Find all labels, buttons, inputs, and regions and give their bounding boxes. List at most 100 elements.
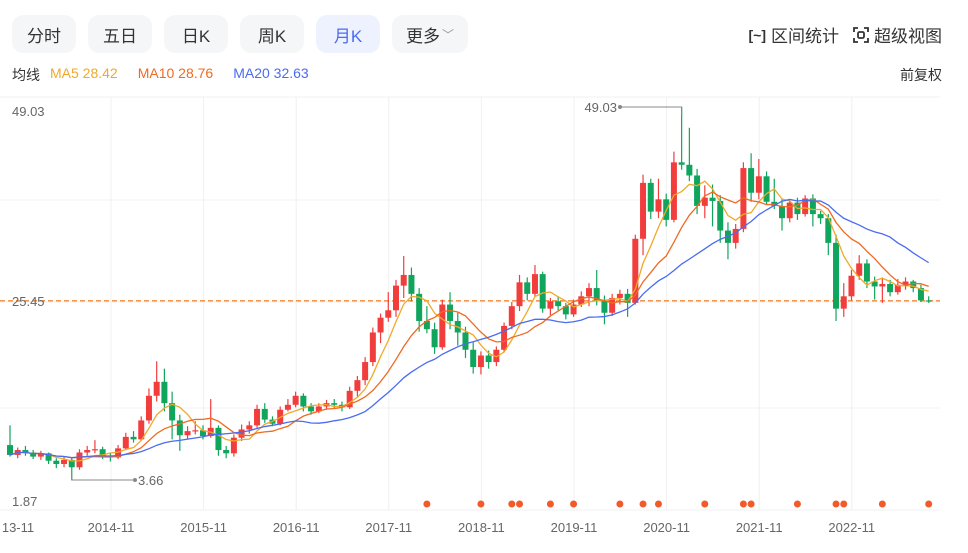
tab-monthly-k[interactable]: 月K bbox=[316, 15, 380, 53]
candle-body bbox=[138, 420, 145, 440]
candle-body bbox=[161, 381, 168, 404]
event-marker-dot bbox=[477, 500, 485, 508]
candle-body bbox=[501, 325, 508, 350]
candle-body bbox=[300, 395, 307, 407]
candle-body bbox=[184, 431, 191, 436]
candle-body bbox=[385, 310, 392, 318]
candle-body bbox=[68, 459, 75, 468]
tab-weekly-k[interactable]: 周K bbox=[240, 15, 304, 53]
super-view-button[interactable]: 超级视图 bbox=[853, 22, 942, 47]
event-marker-dot bbox=[654, 500, 662, 508]
event-marker-dot bbox=[747, 500, 755, 508]
candle-body bbox=[871, 281, 878, 287]
event-marker-dot bbox=[423, 500, 431, 508]
candle-body bbox=[524, 282, 531, 294]
candle-body bbox=[30, 452, 37, 457]
candle-body bbox=[624, 293, 631, 303]
event-marker-dot bbox=[840, 500, 848, 508]
candle-body bbox=[516, 282, 523, 307]
candle-body bbox=[261, 408, 268, 420]
ma10-value: MA10 28.76 bbox=[137, 65, 214, 81]
ma5-line bbox=[9, 180, 929, 462]
candle-body bbox=[292, 395, 299, 405]
candle-body bbox=[601, 300, 608, 313]
candle-body bbox=[771, 201, 778, 206]
candle-body bbox=[277, 409, 284, 424]
x-tick-label: 2020-11 bbox=[643, 520, 690, 535]
candle-body bbox=[416, 293, 423, 321]
candle-body bbox=[99, 449, 106, 456]
x-tick-label: 2016-11 bbox=[273, 520, 320, 535]
candle-body bbox=[84, 450, 91, 453]
candle-body bbox=[809, 198, 816, 215]
candle-body bbox=[315, 406, 322, 412]
x-tick-label: 2021-11 bbox=[736, 520, 783, 535]
candle-body bbox=[308, 406, 315, 412]
candle-body bbox=[122, 436, 129, 449]
candle-body bbox=[887, 283, 894, 293]
candle-body bbox=[686, 164, 693, 176]
candle-body bbox=[393, 285, 399, 311]
candle-body bbox=[45, 453, 52, 461]
candle-body bbox=[802, 198, 809, 215]
candle-body bbox=[408, 274, 415, 294]
candle-body bbox=[694, 175, 701, 206]
candle-body bbox=[678, 162, 685, 165]
range-stats-label: 区间统计 bbox=[771, 27, 839, 46]
candle-body bbox=[91, 449, 98, 451]
candle-body bbox=[169, 403, 176, 421]
candle-body bbox=[894, 284, 901, 293]
candle-body bbox=[593, 288, 600, 301]
candle-body bbox=[400, 274, 407, 286]
candle-body bbox=[362, 362, 369, 381]
ma-legend: 均线 MA5 28.42 MA10 28.76 MA20 32.63 bbox=[12, 65, 309, 85]
candle-body bbox=[346, 390, 353, 408]
candle-body bbox=[863, 263, 870, 282]
candle-body bbox=[578, 296, 585, 305]
candle-body bbox=[539, 274, 546, 309]
candle-body bbox=[477, 355, 484, 367]
candle-body bbox=[508, 306, 515, 326]
candle-body bbox=[647, 182, 654, 212]
x-tick-label: 2015-11 bbox=[180, 520, 227, 535]
candle-body bbox=[230, 437, 237, 454]
candle-body bbox=[37, 453, 44, 457]
focus-frame-icon bbox=[853, 26, 869, 43]
tab-intraday[interactable]: 分时 bbox=[12, 15, 76, 53]
candle-body bbox=[153, 381, 160, 396]
candle-body bbox=[856, 263, 863, 276]
candle-body bbox=[840, 296, 847, 309]
candle-body bbox=[786, 202, 793, 219]
candle-body bbox=[562, 306, 569, 315]
ma5-value: MA5 28.42 bbox=[50, 65, 118, 81]
candle-body bbox=[817, 214, 824, 219]
candle-body bbox=[115, 448, 122, 458]
min-marker-label: 3.66 bbox=[138, 473, 163, 488]
candle-body bbox=[701, 197, 708, 206]
tab-daily-k[interactable]: 日K bbox=[164, 15, 228, 53]
price-adjust-toggle[interactable]: 前复权 bbox=[900, 67, 942, 83]
max-marker-line bbox=[620, 106, 683, 115]
candle-body bbox=[284, 404, 291, 410]
candle-body bbox=[879, 283, 886, 287]
candle-body bbox=[130, 436, 137, 440]
x-tick-label: 2022-11 bbox=[828, 520, 875, 535]
tab-more[interactable]: 更多 ﹀ bbox=[392, 15, 469, 53]
candle-body bbox=[254, 408, 261, 426]
tab-five-day[interactable]: 五日 bbox=[88, 15, 152, 53]
candle-body bbox=[331, 403, 338, 405]
range-stats-button[interactable]: [~] 区间统计 bbox=[749, 22, 840, 47]
event-marker-dot bbox=[616, 500, 624, 508]
candle-body bbox=[493, 349, 500, 363]
candle-body bbox=[176, 420, 183, 436]
event-marker-dot bbox=[832, 500, 840, 508]
ma20-value: MA20 32.63 bbox=[233, 65, 309, 81]
candle-body bbox=[709, 197, 716, 201]
event-marker-dot bbox=[546, 500, 554, 508]
tab-label: 分时 bbox=[27, 26, 61, 46]
period-tabs: 分时 五日 日K 周K 月K 更多 ﹀ bbox=[12, 15, 469, 53]
candle-body bbox=[616, 293, 623, 298]
candle-body bbox=[439, 304, 446, 348]
candle-body bbox=[447, 304, 454, 321]
